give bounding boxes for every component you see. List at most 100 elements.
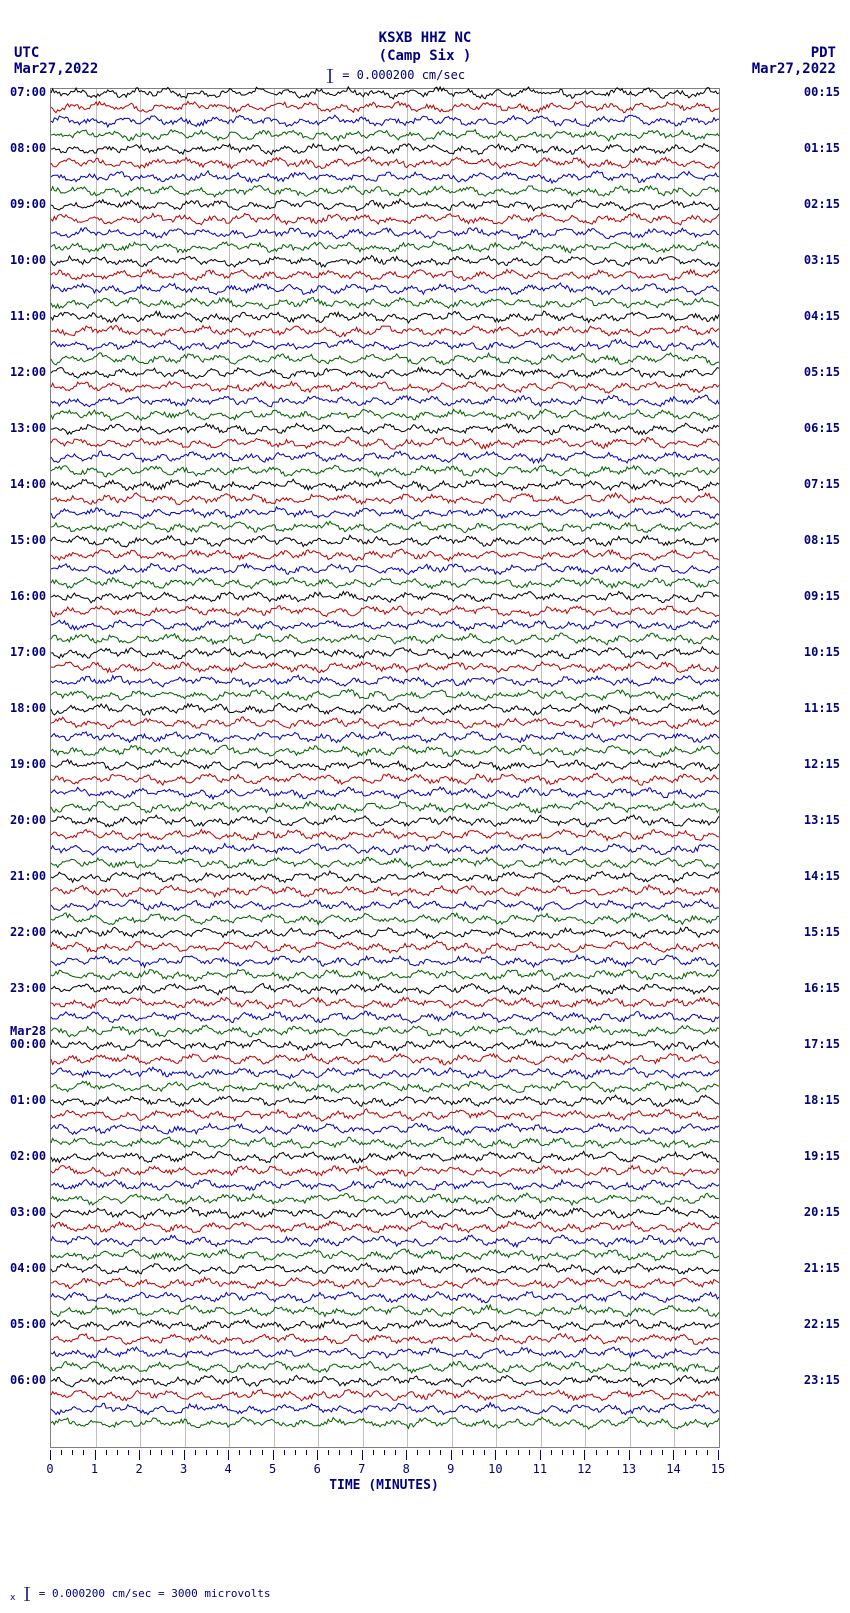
date-break-label: Mar28 (10, 1024, 46, 1038)
x-tick-minor (295, 1450, 296, 1455)
station-subtitle: (Camp Six ) (0, 48, 850, 64)
utc-hour-label: 08:00 (10, 141, 46, 155)
seismic-trace (51, 1199, 719, 1213)
seismic-trace (51, 1171, 719, 1185)
utc-hour-label: 00:00 (10, 1037, 46, 1051)
x-tick (673, 1450, 674, 1460)
utc-hour-label: 02:00 (10, 1149, 46, 1163)
seismic-trace (51, 191, 719, 205)
seismic-trace (51, 527, 719, 541)
date-left-label: Mar27,2022 (14, 61, 98, 77)
seismic-trace (51, 373, 719, 387)
x-tick-minor (562, 1450, 563, 1455)
local-hour-label: 01:15 (804, 141, 840, 155)
scale-indicator: = 0.000200 cm/sec (325, 68, 465, 83)
local-hour-label: 14:15 (804, 869, 840, 883)
scale-bar-icon (325, 69, 335, 83)
utc-hour-label: 01:00 (10, 1093, 46, 1107)
local-hour-label: 19:15 (804, 1149, 840, 1163)
utc-hour-label: 18:00 (10, 701, 46, 715)
seismic-trace (51, 457, 719, 471)
x-tick-minor (596, 1450, 597, 1455)
x-tick (406, 1450, 407, 1460)
x-tick (228, 1450, 229, 1460)
seismic-trace (51, 737, 719, 751)
x-tick-minor (640, 1450, 641, 1455)
local-hour-label: 15:15 (804, 925, 840, 939)
x-tick (451, 1450, 452, 1460)
tz-right-label: PDT (811, 45, 836, 61)
x-tick (629, 1450, 630, 1460)
x-tick-label: 0 (46, 1462, 53, 1476)
station-title: KSXB HHZ NC (0, 30, 850, 46)
seismic-trace (51, 905, 719, 919)
seismic-trace (51, 149, 719, 163)
x-tick-minor (395, 1450, 396, 1455)
utc-hour-label: 17:00 (10, 645, 46, 659)
x-tick-minor (384, 1450, 385, 1455)
seismic-trace (51, 863, 719, 877)
x-tick (139, 1450, 140, 1460)
x-tick-minor (518, 1450, 519, 1455)
x-tick-minor (484, 1450, 485, 1455)
seismic-trace (51, 835, 719, 849)
x-tick-minor (239, 1450, 240, 1455)
x-tick-minor (128, 1450, 129, 1455)
x-tick-label: 12 (577, 1462, 591, 1476)
x-tick (50, 1450, 51, 1460)
local-hour-label: 07:15 (804, 477, 840, 491)
tz-left-label: UTC (14, 45, 39, 61)
x-tick-minor (351, 1450, 352, 1455)
x-tick-minor (696, 1450, 697, 1455)
seismic-trace (51, 317, 719, 331)
seismic-trace (51, 1003, 719, 1017)
x-tick-minor (328, 1450, 329, 1455)
seismic-trace (51, 933, 719, 947)
utc-hour-label: 07:00 (10, 85, 46, 99)
seismic-trace (51, 583, 719, 597)
local-hour-label: 10:15 (804, 645, 840, 659)
utc-hour-label: 15:00 (10, 533, 46, 547)
local-hour-label: 18:15 (804, 1093, 840, 1107)
x-tick (540, 1450, 541, 1460)
seismic-trace (51, 807, 719, 821)
seismic-trace (51, 499, 719, 513)
utc-hour-label: 10:00 (10, 253, 46, 267)
utc-hour-label: 19:00 (10, 757, 46, 771)
x-tick (317, 1450, 318, 1460)
seismic-trace (51, 1255, 719, 1269)
seismic-trace (51, 919, 719, 933)
seismogram-container: KSXB HHZ NC (Camp Six ) UTC Mar27,2022 P… (0, 0, 850, 1613)
local-hour-label: 06:15 (804, 421, 840, 435)
seismic-trace (51, 345, 719, 359)
x-tick-label: 2 (135, 1462, 142, 1476)
utc-hour-label: 14:00 (10, 477, 46, 491)
seismic-trace (51, 107, 719, 121)
seismic-trace (51, 289, 719, 303)
seismic-trace (51, 1241, 719, 1255)
x-tick-minor (72, 1450, 73, 1455)
local-hour-label: 11:15 (804, 701, 840, 715)
x-tick (362, 1450, 363, 1460)
utc-hour-label: 21:00 (10, 869, 46, 883)
seismic-trace (51, 611, 719, 625)
x-tick-minor (217, 1450, 218, 1455)
utc-hour-label: 06:00 (10, 1373, 46, 1387)
utc-hour-label: 22:00 (10, 925, 46, 939)
x-tick-minor (206, 1450, 207, 1455)
x-tick-label: 1 (91, 1462, 98, 1476)
x-tick (495, 1450, 496, 1460)
utc-hour-label: 03:00 (10, 1205, 46, 1219)
local-hour-label: 13:15 (804, 813, 840, 827)
seismic-trace (51, 793, 719, 807)
seismic-trace (51, 569, 719, 583)
seismic-trace (51, 667, 719, 681)
seismic-trace (51, 639, 719, 653)
local-hour-label: 05:15 (804, 365, 840, 379)
x-tick-minor (284, 1450, 285, 1455)
utc-hour-label: 04:00 (10, 1261, 46, 1275)
seismic-trace (51, 415, 719, 429)
seismic-trace (51, 555, 719, 569)
seismic-trace (51, 135, 719, 149)
x-tick-label: 4 (225, 1462, 232, 1476)
